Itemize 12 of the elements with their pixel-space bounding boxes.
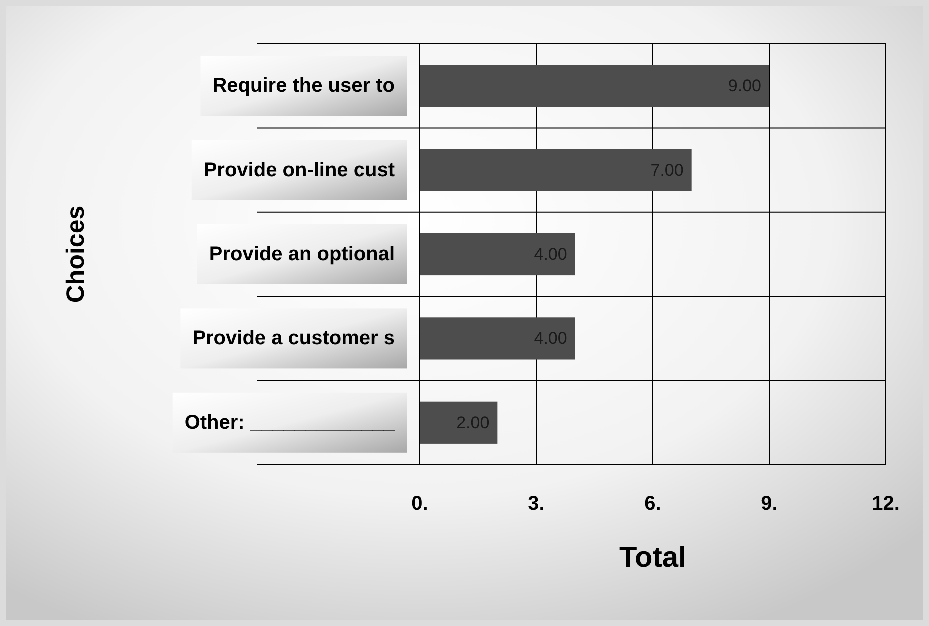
x-tick-label: 9. (761, 493, 778, 515)
y-tick-label: Other: _____________ (184, 412, 396, 434)
y-tick-label: Provide on-line cust (204, 159, 396, 182)
x-tick-label: 0. (412, 493, 428, 515)
x-tick-label: 6. (644, 493, 662, 515)
x-tick-label: 3. (528, 493, 545, 515)
x-tick-label: 12. (872, 493, 900, 515)
y-tick-label: Provide an optional (209, 244, 395, 266)
x-axis-title: Total (619, 542, 687, 574)
y-tick-label: Provide a customer s (192, 328, 395, 350)
y-axis-title: Choices (62, 206, 90, 304)
y-tick-label: Require the user to (212, 75, 395, 98)
